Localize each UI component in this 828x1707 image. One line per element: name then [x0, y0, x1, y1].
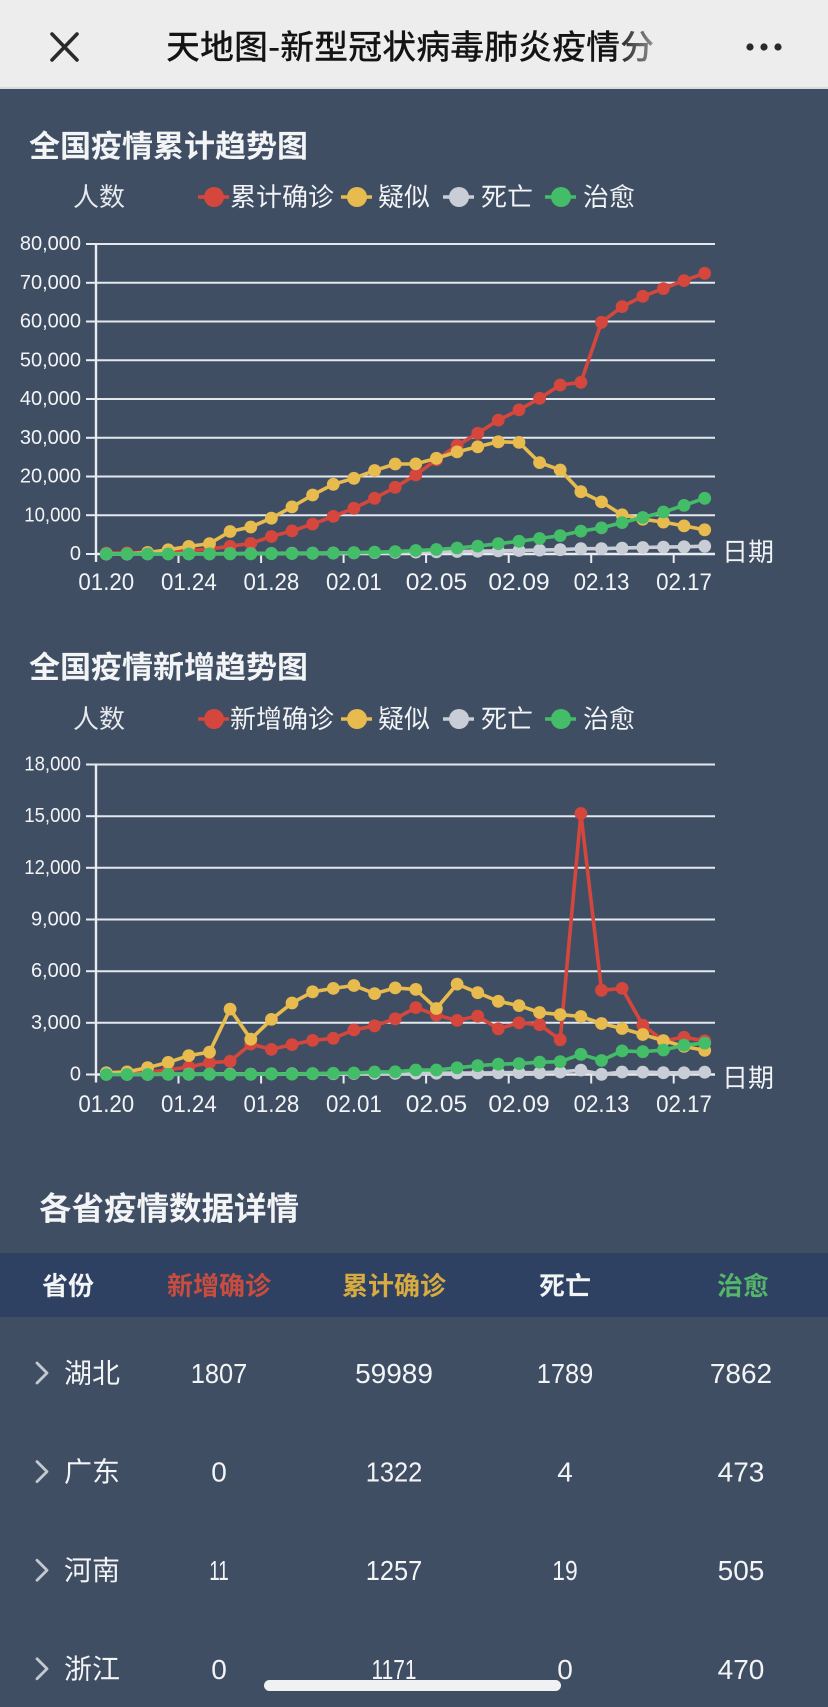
svg-text:0: 0	[70, 1064, 81, 1086]
svg-text:12,000: 12,000	[24, 857, 81, 879]
svg-text:10,000: 10,000	[24, 504, 81, 526]
svg-text:50,000: 50,000	[20, 349, 81, 371]
svg-text:02.13: 02.13	[574, 1091, 630, 1118]
svg-text:1807: 1807	[191, 1358, 248, 1389]
svg-text:01.24: 01.24	[161, 1091, 217, 1118]
svg-text:9,000: 9,000	[31, 909, 81, 931]
svg-text:505: 505	[718, 1555, 765, 1586]
svg-text:0: 0	[70, 543, 81, 565]
svg-text:0: 0	[211, 1457, 227, 1488]
svg-text:1171: 1171	[372, 1654, 417, 1685]
svg-text:11: 11	[209, 1555, 229, 1586]
svg-text:15,000: 15,000	[24, 805, 81, 827]
svg-text:19: 19	[552, 1555, 577, 1586]
svg-text:18,000: 18,000	[24, 754, 81, 776]
svg-text:02.01: 02.01	[326, 569, 382, 596]
svg-text:01.28: 01.28	[243, 1091, 299, 1118]
svg-text:470: 470	[718, 1654, 765, 1685]
svg-text:02.17: 02.17	[656, 569, 712, 596]
svg-text:80,000: 80,000	[20, 233, 81, 255]
svg-text:4: 4	[557, 1457, 573, 1488]
svg-text:40,000: 40,000	[20, 388, 81, 410]
svg-text:01.24: 01.24	[161, 569, 217, 596]
svg-text:70,000: 70,000	[20, 272, 81, 294]
svg-text:6,000: 6,000	[31, 960, 81, 982]
svg-text:02.05: 02.05	[406, 1091, 467, 1118]
svg-text:1257: 1257	[366, 1555, 423, 1586]
svg-text:473: 473	[718, 1457, 765, 1488]
svg-text:59989: 59989	[355, 1358, 433, 1389]
svg-text:01.20: 01.20	[78, 1091, 134, 1118]
svg-text:01.20: 01.20	[78, 569, 134, 596]
svg-text:3,000: 3,000	[31, 1012, 81, 1034]
svg-text:60,000: 60,000	[20, 311, 81, 333]
svg-text:02.09: 02.09	[488, 569, 549, 596]
svg-text:02.09: 02.09	[488, 1091, 549, 1118]
svg-text:02.13: 02.13	[574, 569, 630, 596]
svg-text:1322: 1322	[366, 1457, 423, 1488]
svg-text:0: 0	[211, 1654, 227, 1685]
svg-text:7862: 7862	[710, 1358, 772, 1389]
svg-text:1789: 1789	[537, 1358, 594, 1389]
svg-text:0: 0	[557, 1654, 573, 1685]
svg-text:02.05: 02.05	[406, 569, 467, 596]
svg-text:20,000: 20,000	[20, 466, 81, 488]
svg-text:02.01: 02.01	[326, 1091, 382, 1118]
svg-text:01.28: 01.28	[243, 569, 299, 596]
svg-text:02.17: 02.17	[656, 1091, 712, 1118]
svg-text:30,000: 30,000	[20, 427, 81, 449]
